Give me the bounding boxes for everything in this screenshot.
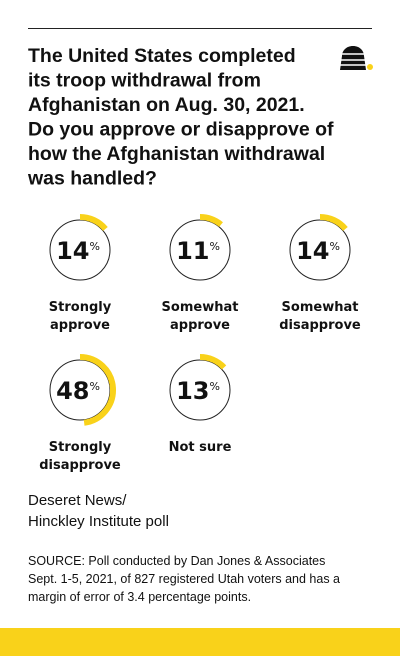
value-label: 14% <box>56 237 100 265</box>
value-number: 13 <box>176 377 209 405</box>
category-label: Somewhat <box>162 300 239 315</box>
value-label: 13% <box>176 377 220 405</box>
title-line: was handled? <box>27 168 157 190</box>
title-line: Afghanistan on Aug. 30, 2021. <box>28 94 305 116</box>
source-line: margin of error of 3.4 percentage points… <box>28 590 251 604</box>
logo <box>340 46 373 70</box>
category-label: approve <box>170 318 230 333</box>
arc <box>79 354 116 426</box>
credit-line: Deseret News/ <box>28 492 127 509</box>
category-label: approve <box>50 318 110 333</box>
title-line: how the Afghanistan withdrawal <box>28 143 325 165</box>
value-unit: % <box>329 240 339 253</box>
value-label: 11% <box>176 237 220 265</box>
footer-band <box>0 628 400 656</box>
value-number: 11 <box>176 237 209 265</box>
arc <box>319 214 348 231</box>
value-label: 14% <box>296 237 340 265</box>
category-label: disapprove <box>279 318 361 333</box>
category-label: Somewhat <box>282 300 359 315</box>
value-number: 14 <box>56 237 89 265</box>
value-unit: % <box>209 380 219 393</box>
category-label: disapprove <box>39 458 121 473</box>
value-label: 48% <box>56 377 100 405</box>
source-line: Sept. 1-5, 2021, of 827 registered Utah … <box>28 572 340 586</box>
value-number: 14 <box>296 237 329 265</box>
value-unit: % <box>89 240 99 253</box>
arc <box>199 354 227 370</box>
category-label: Strongly <box>49 300 112 315</box>
category-label: Strongly <box>49 440 112 455</box>
category-label: Not sure <box>169 440 232 455</box>
value-unit: % <box>89 380 99 393</box>
arc <box>79 214 108 231</box>
value-number: 48 <box>56 377 89 405</box>
title-line: Do you approve or disapprove of <box>28 119 334 141</box>
arc <box>199 214 223 227</box>
source-line: SOURCE: Poll conducted by Dan Jones & As… <box>28 554 325 568</box>
credit-line: Hinckley Institute poll <box>28 513 169 530</box>
title-line: The United States completed <box>28 45 296 67</box>
title-line: its troop withdrawal from <box>28 70 261 92</box>
value-unit: % <box>209 240 219 253</box>
